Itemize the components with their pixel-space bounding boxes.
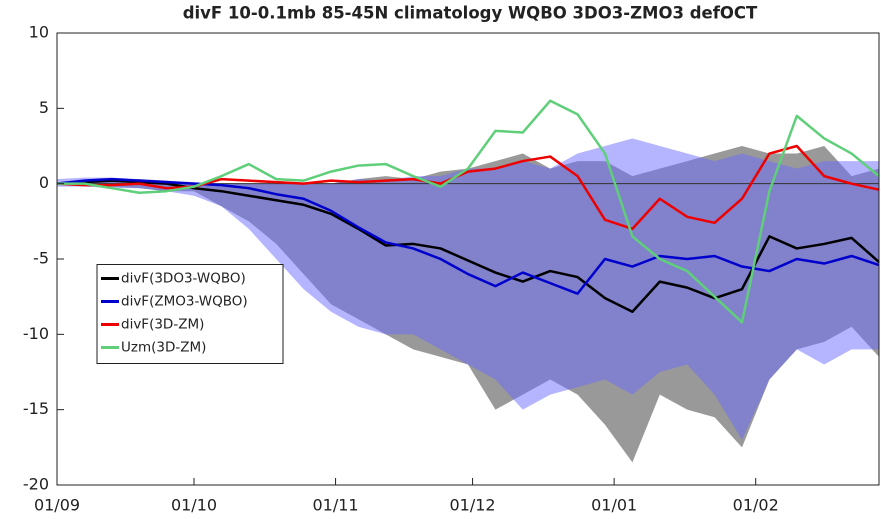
- legend-label: divF(ZMO3-WQBO): [121, 294, 248, 310]
- x-tick-label: 01/11: [313, 496, 359, 515]
- y-tick-label: 0: [39, 173, 49, 192]
- legend-label: Uzm(3D-ZM): [121, 340, 206, 356]
- x-tick-label: 01/10: [171, 496, 217, 515]
- x-tick-label: 01/02: [733, 496, 779, 515]
- legend-label: divF(3DO3-WQBO): [121, 271, 246, 287]
- legend-box: [96, 264, 284, 364]
- y-tick-label: -20: [23, 475, 49, 494]
- series-line: [57, 99, 880, 324]
- legend-label: divF(3D-ZM): [121, 317, 204, 333]
- y-tick-label: -15: [23, 399, 49, 418]
- series-line: [56, 177, 880, 295]
- y-tick-label: 10: [29, 23, 49, 42]
- y-tick-label: -10: [23, 324, 49, 343]
- y-tick-label: -5: [33, 249, 49, 268]
- x-tick-label: 01/09: [34, 496, 80, 515]
- x-tick-label: 01/12: [450, 496, 496, 515]
- series-line: [56, 179, 880, 313]
- range-band: [57, 138, 879, 440]
- y-tick-label: 5: [39, 98, 49, 117]
- chart-title: divF 10-0.1mb 85-45N climatology WQBO 3D…: [183, 4, 758, 23]
- x-tick-label: 01/01: [591, 496, 637, 515]
